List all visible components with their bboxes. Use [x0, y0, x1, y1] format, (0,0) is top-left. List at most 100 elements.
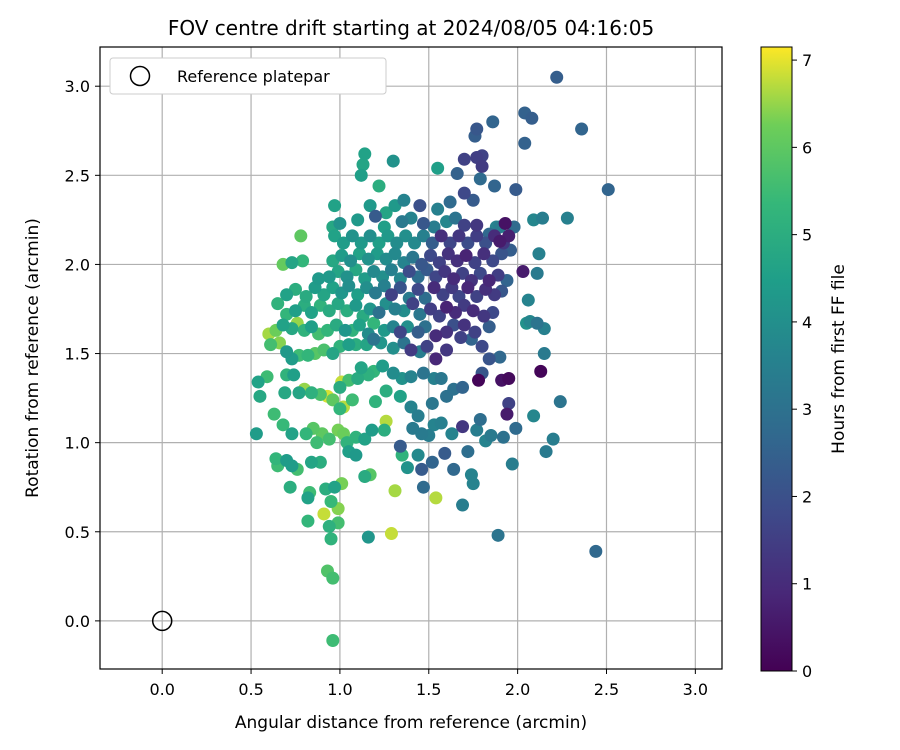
data-point [438, 446, 452, 460]
data-point [367, 265, 381, 279]
data-point [253, 389, 267, 403]
data-point [536, 211, 550, 225]
data-point [429, 352, 443, 366]
colorbar-label: Hours from first FF file [829, 264, 849, 454]
data-point [427, 281, 441, 295]
data-point [296, 254, 310, 268]
data-point [288, 304, 302, 318]
data-point [367, 316, 381, 330]
data-point [413, 307, 427, 321]
data-point [415, 427, 429, 441]
x-tick-label: 2.0 [505, 680, 530, 699]
data-point [333, 402, 347, 416]
data-point [404, 343, 418, 357]
data-point [438, 265, 452, 279]
data-point [441, 247, 455, 261]
data-point [475, 339, 489, 353]
y-tick-label: 1.5 [65, 345, 90, 364]
data-point [470, 290, 484, 304]
data-point [283, 480, 297, 494]
x-tick-label: 0.0 [149, 680, 174, 699]
data-point [379, 206, 393, 220]
data-point [509, 183, 523, 197]
data-point [525, 111, 539, 125]
data-point [411, 448, 425, 462]
colorbar-tick-label: 3 [802, 400, 812, 419]
data-point [416, 366, 430, 380]
data-point [440, 343, 454, 357]
data-point [472, 373, 486, 387]
data-point [299, 290, 313, 304]
x-tick-label: 0.5 [238, 680, 263, 699]
colorbar-gradient [760, 46, 793, 672]
y-tick-label: 1.0 [65, 434, 90, 453]
y-tick-label: 3.0 [65, 77, 90, 96]
data-point [349, 298, 363, 312]
data-point [368, 209, 382, 223]
data-point [404, 400, 418, 414]
data-point [443, 236, 457, 250]
data-point [408, 236, 422, 250]
data-point [450, 167, 464, 181]
data-point [363, 229, 377, 243]
data-point [354, 168, 368, 182]
data-point [505, 457, 519, 471]
data-point [560, 211, 574, 225]
data-point [431, 202, 445, 216]
data-point [456, 380, 470, 394]
data-point [496, 430, 510, 444]
data-point [358, 147, 372, 161]
data-point [393, 389, 407, 403]
data-point [550, 70, 564, 84]
data-point [278, 386, 292, 400]
data-point [479, 236, 493, 250]
data-point [326, 571, 340, 585]
data-point [354, 361, 368, 375]
data-point [539, 445, 553, 459]
data-point [493, 350, 507, 364]
data-point [413, 199, 427, 213]
data-point [484, 429, 498, 443]
data-point [553, 395, 567, 409]
legend: Reference platepar [109, 57, 387, 95]
data-point [457, 186, 471, 200]
legend-box [109, 57, 387, 95]
data-points [249, 70, 615, 647]
data-point [377, 423, 391, 437]
data-point [461, 236, 475, 250]
data-point [466, 477, 480, 491]
data-point [280, 288, 294, 302]
data-point [345, 393, 359, 407]
data-point [267, 407, 281, 421]
data-point [434, 416, 448, 430]
data-point [301, 514, 315, 528]
data-point [416, 216, 430, 230]
data-point [384, 263, 398, 277]
data-point [415, 462, 429, 476]
data-point [466, 193, 480, 207]
data-point [280, 345, 294, 359]
data-point [440, 325, 454, 339]
data-point [304, 455, 318, 469]
data-point [397, 193, 411, 207]
data-point [326, 347, 340, 361]
data-point [537, 347, 551, 361]
data-point [429, 329, 443, 343]
data-point [425, 236, 439, 250]
data-point [425, 455, 439, 469]
data-point [502, 396, 516, 410]
plot-frame [99, 46, 723, 670]
data-point [424, 302, 438, 316]
chart-title: FOV centre drift starting at 2024/08/05 … [168, 16, 654, 40]
data-point [269, 452, 283, 466]
data-point [495, 247, 509, 261]
data-point [500, 407, 514, 421]
data-point [328, 480, 342, 494]
data-point [530, 316, 544, 330]
data-point [338, 323, 352, 337]
y-tick-label: 2.5 [65, 166, 90, 185]
data-point [393, 439, 407, 453]
data-point [521, 293, 535, 307]
data-point [468, 325, 482, 339]
colorbar-tick-label: 7 [802, 51, 812, 70]
